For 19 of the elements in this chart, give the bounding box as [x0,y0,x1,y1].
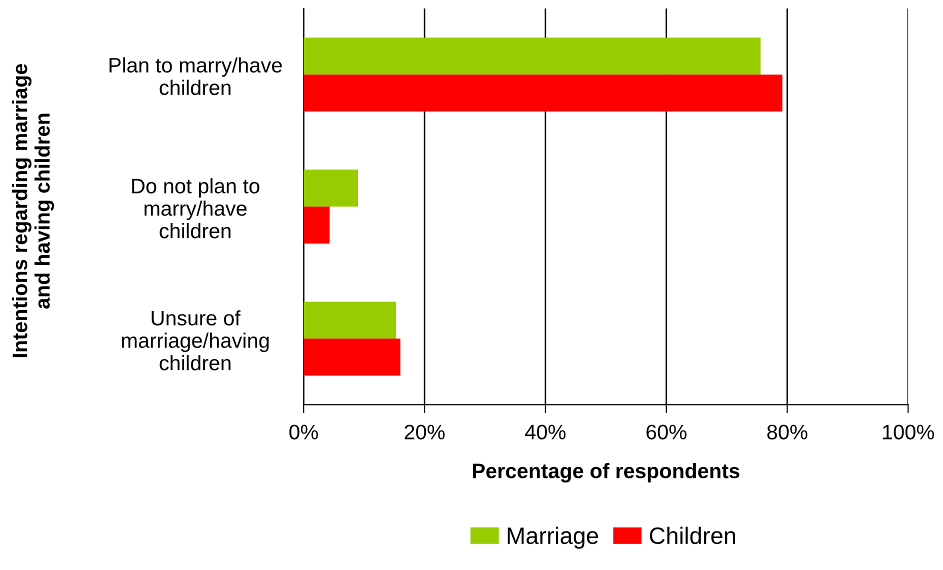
bar [304,170,358,207]
x-tick-label: 100% [883,424,934,440]
y-tick-label: Unsure of marriage/having children [122,310,269,370]
bar [304,38,761,75]
bar [304,74,782,112]
bar [304,206,330,244]
x-tick-label: 0% [289,424,318,440]
x-tick-label: 40% [525,424,566,440]
y-tick-label: Plan to marry/have children [110,57,282,96]
y-tick-label: Do not plan to marry/have children [132,178,260,238]
legend-label: Children [650,526,736,544]
bar [304,338,400,376]
y-axis-title: Intentions regarding marriage and having children [12,64,54,358]
bar [304,302,396,339]
x-tick-label: 80% [767,424,808,440]
x-tick-label: 60% [646,424,686,440]
x-tick-label: 20% [404,424,445,440]
legend-label: Marriage [508,526,598,549]
x-axis-title: Percentage of respondents [472,463,740,483]
